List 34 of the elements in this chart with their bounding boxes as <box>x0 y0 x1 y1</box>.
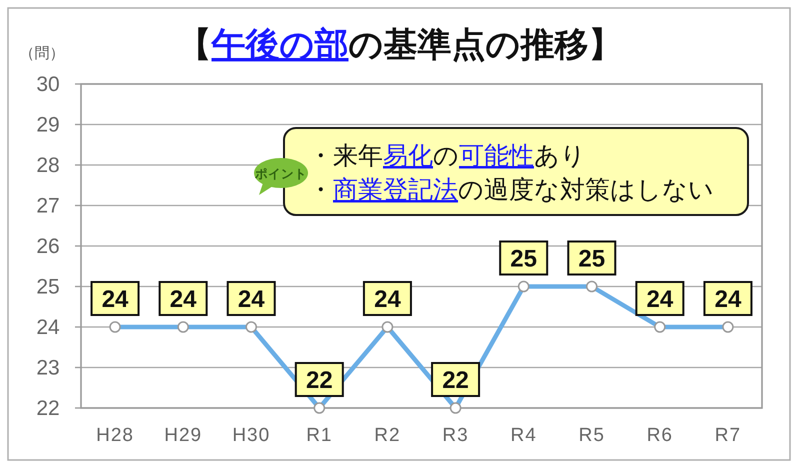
y-tick-label: 30 <box>36 73 60 96</box>
y-tick-label: 27 <box>36 194 60 218</box>
x-tick-label: H29 <box>164 425 202 446</box>
data-label: 24 <box>238 286 266 313</box>
x-tick-label: R5 <box>578 425 605 446</box>
data-label: 24 <box>374 286 402 313</box>
x-tick-label: H30 <box>232 425 270 446</box>
y-axis-title: （問） <box>20 45 64 62</box>
x-tick-label: R6 <box>646 425 673 446</box>
y-tick-label: 24 <box>36 316 60 339</box>
y-tick-label: 23 <box>36 356 60 380</box>
x-tick-label: R7 <box>714 425 742 446</box>
annotation: ・来年易化の可能性あり <box>308 142 586 170</box>
data-label: 24 <box>646 286 674 313</box>
data-label: 25 <box>510 246 537 272</box>
annotation: ポイント <box>254 167 307 181</box>
x-tick-label: H28 <box>96 425 134 446</box>
data-label: 24 <box>714 286 742 313</box>
data-label: 24 <box>170 286 198 313</box>
y-tick-label: 29 <box>36 114 60 136</box>
x-tick-label: R3 <box>442 425 469 446</box>
data-label: 22 <box>306 367 333 394</box>
data-label: 22 <box>442 367 469 394</box>
data-label: 24 <box>102 286 130 313</box>
x-tick-label: R2 <box>374 425 401 446</box>
x-tick-label: R1 <box>306 425 332 446</box>
y-tick-label: 26 <box>36 235 60 258</box>
y-tick-label: 22 <box>36 397 60 420</box>
y-tick-label: 28 <box>36 154 60 177</box>
annotation: ・商業登記法の過度な対策はしない <box>308 176 714 204</box>
x-tick-label: R4 <box>510 425 537 446</box>
y-tick-label: 25 <box>36 276 60 298</box>
data-label: 25 <box>578 246 606 272</box>
chart-title: 【午後の部の基準点の推移】 <box>178 26 622 64</box>
